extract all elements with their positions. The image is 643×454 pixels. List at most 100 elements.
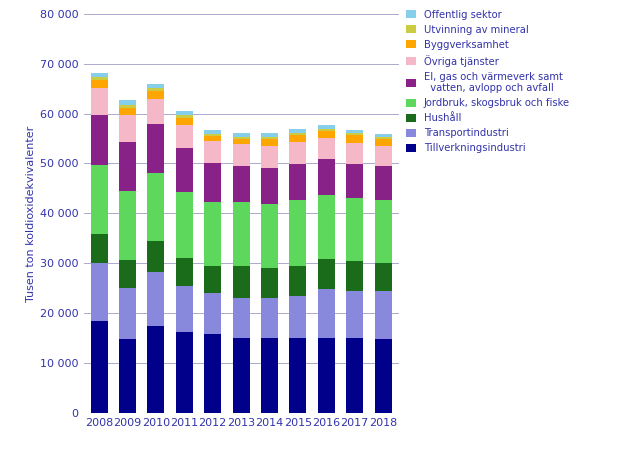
Bar xyxy=(147,124,165,173)
Bar xyxy=(233,144,249,166)
Bar xyxy=(91,234,108,263)
Bar xyxy=(261,338,278,413)
Bar xyxy=(176,118,193,125)
Bar xyxy=(318,129,335,131)
Bar xyxy=(147,241,165,272)
Bar xyxy=(346,164,363,198)
Bar xyxy=(119,260,136,288)
Bar xyxy=(374,137,392,139)
Bar xyxy=(374,134,392,137)
Bar xyxy=(261,168,278,204)
Bar xyxy=(91,77,108,80)
Bar xyxy=(147,272,165,326)
Bar xyxy=(91,263,108,321)
Bar xyxy=(374,339,392,413)
Bar xyxy=(233,133,249,137)
Bar xyxy=(119,115,136,142)
Bar xyxy=(233,137,249,139)
Bar xyxy=(176,115,193,118)
Bar xyxy=(91,80,108,88)
Bar xyxy=(261,147,278,168)
Bar xyxy=(374,200,392,263)
Bar xyxy=(289,143,307,164)
Bar xyxy=(119,108,136,115)
Bar xyxy=(176,192,193,258)
Bar xyxy=(91,321,108,413)
Bar xyxy=(233,298,249,338)
Bar xyxy=(147,173,165,241)
Bar xyxy=(204,266,221,293)
Bar xyxy=(289,200,307,266)
Bar xyxy=(204,293,221,334)
Bar xyxy=(204,163,221,202)
Bar xyxy=(176,286,193,332)
Bar xyxy=(119,191,136,260)
Bar xyxy=(289,129,307,133)
Bar xyxy=(147,88,165,91)
Bar xyxy=(318,131,335,138)
Bar xyxy=(318,338,335,413)
Bar xyxy=(374,167,392,200)
Bar xyxy=(233,139,249,144)
Bar xyxy=(261,139,278,147)
Bar xyxy=(204,130,221,134)
Bar xyxy=(289,338,307,413)
Bar xyxy=(176,125,193,148)
Bar xyxy=(176,111,193,115)
Bar xyxy=(147,326,165,413)
Bar xyxy=(119,288,136,339)
Bar xyxy=(346,143,363,164)
Bar xyxy=(261,133,278,137)
Bar xyxy=(91,115,108,165)
Bar xyxy=(176,332,193,413)
Bar xyxy=(374,291,392,339)
Bar xyxy=(91,165,108,234)
Bar xyxy=(233,266,249,298)
Bar xyxy=(289,135,307,143)
Bar xyxy=(374,263,392,291)
Bar xyxy=(289,164,307,200)
Bar xyxy=(119,142,136,191)
Bar xyxy=(91,88,108,115)
Legend: Offentlig sektor, Utvinning av mineral, Byggverksamhet, Övriga tjänster, El, gas: Offentlig sektor, Utvinning av mineral, … xyxy=(402,5,574,157)
Bar xyxy=(147,99,165,124)
Bar xyxy=(233,166,249,202)
Bar xyxy=(346,133,363,135)
Bar xyxy=(346,198,363,262)
Bar xyxy=(204,134,221,137)
Bar xyxy=(346,291,363,338)
Bar xyxy=(233,202,249,266)
Bar xyxy=(233,338,249,413)
Bar xyxy=(289,296,307,338)
Bar xyxy=(91,73,108,77)
Bar xyxy=(204,137,221,141)
Bar xyxy=(261,298,278,338)
Bar xyxy=(346,338,363,413)
Bar xyxy=(176,258,193,286)
Bar xyxy=(318,259,335,289)
Bar xyxy=(261,204,278,268)
Bar xyxy=(318,159,335,195)
Bar xyxy=(374,139,392,147)
Bar xyxy=(176,148,193,192)
Bar xyxy=(374,147,392,167)
Bar xyxy=(318,125,335,129)
Bar xyxy=(346,135,363,143)
Bar xyxy=(147,91,165,99)
Bar xyxy=(318,195,335,259)
Bar xyxy=(204,141,221,163)
Bar xyxy=(147,84,165,88)
Bar xyxy=(261,137,278,139)
Bar xyxy=(318,289,335,338)
Bar xyxy=(346,262,363,291)
Bar xyxy=(289,266,307,296)
Bar xyxy=(261,268,278,298)
Y-axis label: Tusen ton koldioxidekvivalenter: Tusen ton koldioxidekvivalenter xyxy=(26,125,36,301)
Bar xyxy=(119,104,136,108)
Bar xyxy=(204,334,221,413)
Bar xyxy=(119,339,136,413)
Bar xyxy=(318,138,335,159)
Bar xyxy=(346,130,363,133)
Bar xyxy=(119,100,136,104)
Bar xyxy=(289,133,307,135)
